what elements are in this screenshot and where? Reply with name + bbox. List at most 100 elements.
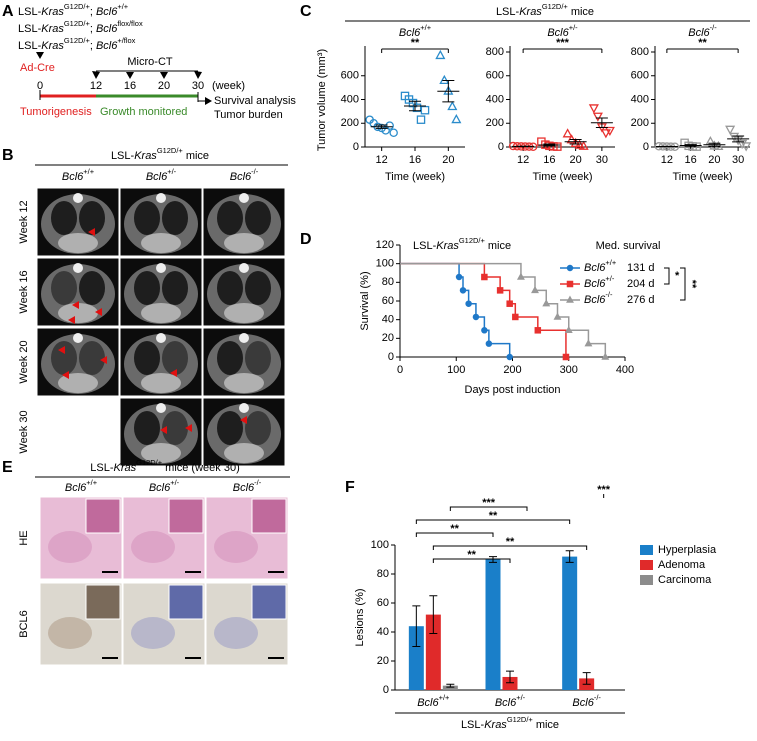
ct-lung — [162, 411, 188, 445]
error-bar — [446, 683, 455, 688]
text-part: +/+ — [83, 167, 94, 176]
ct-heart — [224, 303, 264, 323]
ct-heart — [141, 443, 181, 463]
point — [481, 327, 488, 334]
timeline-unit: (week) — [212, 80, 245, 92]
error-bar — [409, 100, 421, 112]
legend-label: Adenoma — [658, 559, 706, 571]
x-tick-label: 20 — [442, 154, 454, 166]
ct-heart — [58, 233, 98, 253]
error-bar — [375, 124, 388, 129]
ct-lung — [51, 271, 77, 305]
ct-lung — [79, 271, 105, 305]
text-part: LSL- — [18, 23, 42, 35]
significance: ** — [506, 536, 515, 548]
ct-spine — [73, 193, 83, 203]
point — [564, 325, 573, 334]
x-tick-label: Bcl6-/- — [572, 693, 601, 708]
arrow-mark — [240, 416, 247, 424]
y-tick-label: 0 — [643, 141, 649, 153]
text-part: Bcl6 — [688, 27, 710, 39]
error-bar — [595, 117, 608, 129]
text-part: LSL- — [111, 150, 135, 162]
ct-lung — [245, 201, 271, 235]
inset — [251, 584, 287, 620]
tissue — [48, 531, 92, 563]
arrow-mark — [88, 228, 95, 236]
panel-label: B — [2, 147, 14, 164]
error-bar — [569, 139, 582, 145]
significance: *** — [597, 484, 611, 496]
significance: *** — [556, 37, 570, 49]
growth: Growth monitored — [100, 106, 187, 118]
text-part: Bcl6 — [399, 27, 421, 39]
x-tick-label: Bcl6+/- — [495, 693, 526, 708]
y-tick-label: 0 — [388, 351, 394, 363]
ct-lung — [51, 201, 77, 235]
ct-lung — [217, 411, 243, 445]
ct-lung — [79, 201, 105, 235]
text-part: mice — [533, 719, 559, 731]
point — [562, 128, 573, 138]
y-tick-label: 800 — [486, 46, 504, 58]
point — [465, 300, 472, 307]
x-tick-label: 12 — [376, 154, 388, 166]
text-part: Bcl6 — [62, 171, 84, 183]
text-part: -/- — [254, 478, 262, 487]
point — [566, 280, 574, 288]
y-axis-label: Tumor volume (mm³) — [316, 49, 328, 151]
text-part: G12D/+ — [136, 458, 162, 467]
text-part: Bcl6 — [230, 171, 252, 183]
significance: ** — [450, 523, 459, 535]
point — [435, 49, 446, 60]
text-part: -/- — [605, 290, 613, 299]
legend-label: Bcl6+/+ — [584, 258, 616, 273]
ct-spine — [156, 333, 166, 343]
text-part: Bcl6 — [547, 27, 569, 39]
column-label: Bcl6+/- — [146, 167, 177, 182]
arrow-mark — [95, 308, 102, 316]
point — [420, 105, 430, 115]
text-part: ; — [90, 40, 96, 52]
inset — [85, 584, 121, 620]
panel-label: F — [345, 479, 355, 496]
ct-lung — [162, 201, 188, 235]
significance: *** — [482, 497, 496, 509]
arrow-mark — [72, 301, 79, 309]
timeline-tick: 12 — [90, 80, 102, 92]
arrow-mark — [170, 369, 177, 377]
y-tick-label: 400 — [341, 93, 359, 105]
panel-label: C — [300, 3, 312, 20]
genotype: LSL-KrasG12D/+; Bcl6flox/flox — [18, 19, 143, 34]
median-label: 204 d — [627, 278, 655, 290]
column-label: Bcl6+/+ — [62, 167, 94, 182]
y-tick-label: 40 — [377, 626, 389, 638]
ct-heart — [58, 303, 98, 323]
ct-lung — [79, 341, 105, 375]
error-bar — [429, 595, 438, 634]
legend-label: Bcl6-/- — [584, 290, 613, 305]
point — [516, 272, 525, 280]
point — [447, 100, 458, 111]
tissue — [214, 617, 258, 649]
point — [506, 300, 513, 307]
arrowhead — [92, 71, 100, 79]
point — [584, 339, 593, 347]
genotype: LSL-KrasG12D/+; Bcl6+/flox — [18, 36, 136, 51]
ad-cre: Ad-Cre — [20, 62, 55, 74]
arrow-mark — [58, 346, 65, 354]
arrowhead — [205, 97, 212, 105]
panel-label: D — [300, 231, 312, 248]
text-part: -/- — [710, 23, 718, 32]
ct-lung — [245, 341, 271, 375]
x-axis-label: Days post induction — [465, 384, 561, 396]
y-tick-label: 200 — [341, 117, 359, 129]
text-part: +/- — [605, 274, 614, 283]
sig-bracket — [432, 545, 588, 550]
ct-spine — [73, 333, 83, 343]
text-part: Kras — [519, 6, 542, 18]
ct-spine — [239, 193, 249, 203]
text-part: Bcl6 — [149, 482, 171, 494]
ct-heart — [141, 373, 181, 393]
ct-heart — [224, 373, 264, 393]
